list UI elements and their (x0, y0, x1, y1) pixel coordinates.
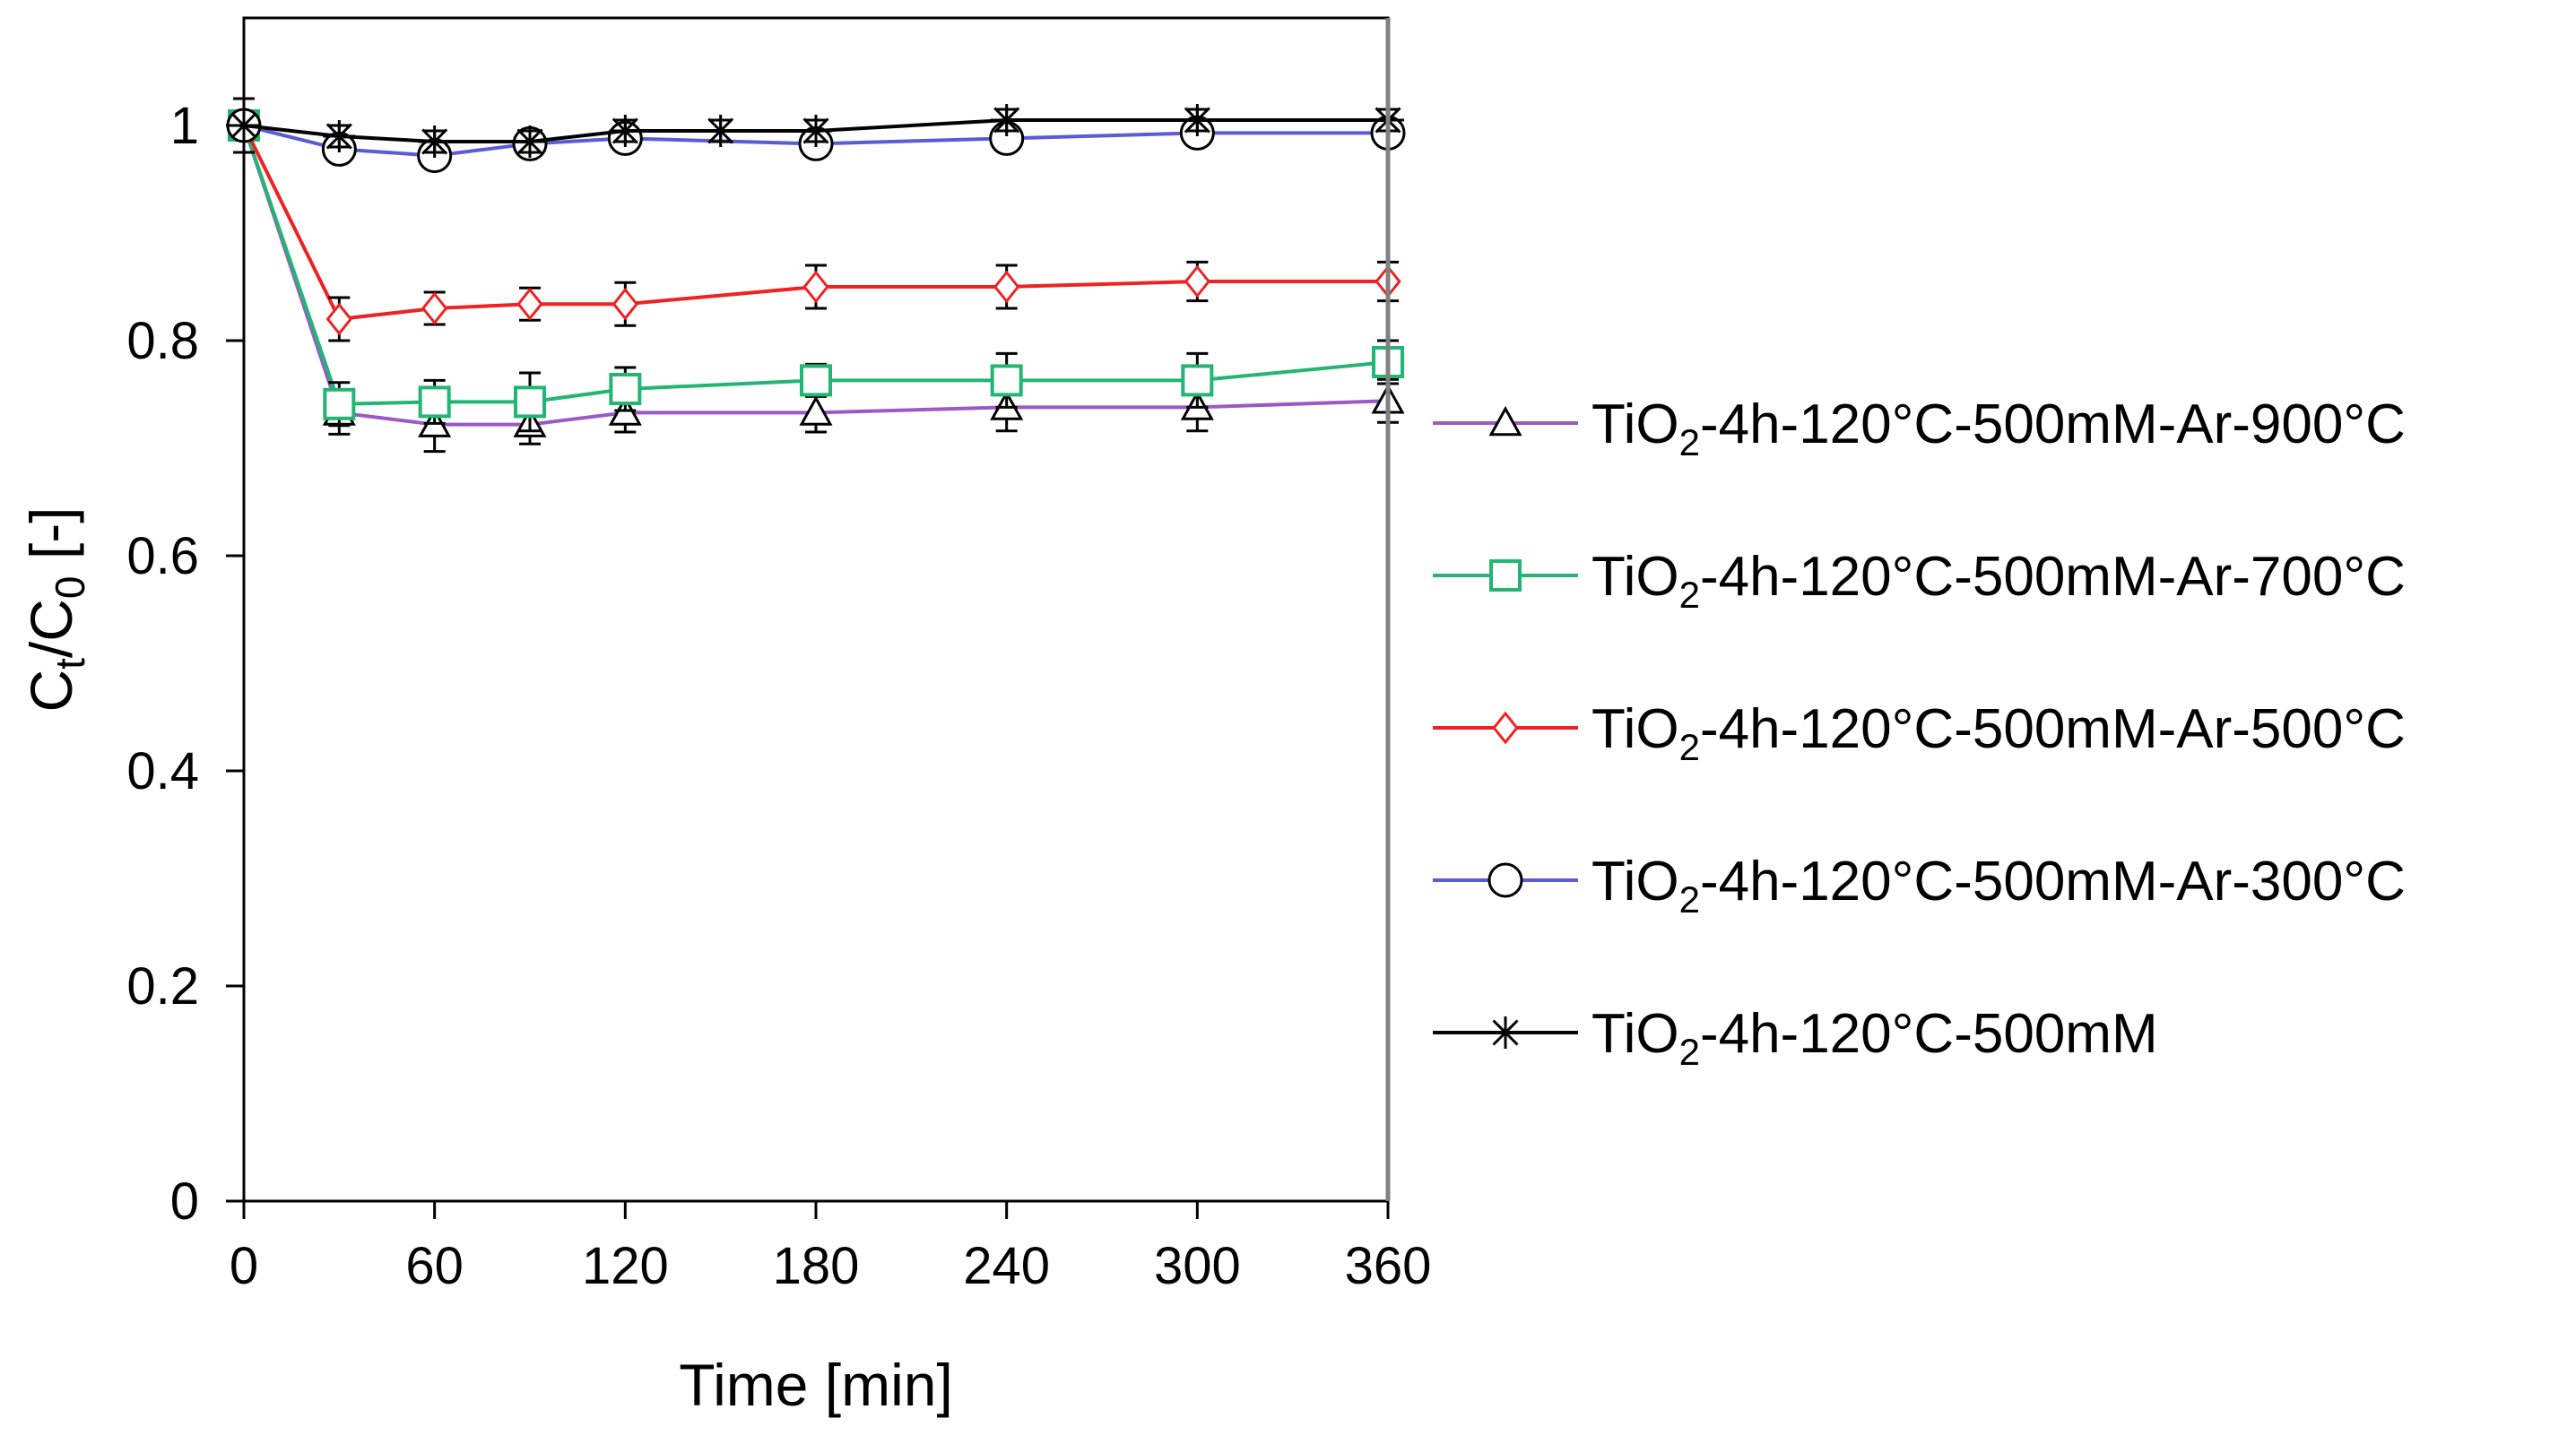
legend-item-diamond: TiO2-4h-120°C-500mM-Ar-500°C (1433, 698, 2406, 768)
star-stroke (325, 123, 352, 150)
legend-label-part: TiO (1592, 1003, 1679, 1065)
legend-label-part: TiO (1592, 546, 1679, 608)
y-tick-label: 0 (170, 1172, 199, 1231)
data-point (802, 270, 829, 304)
data-point (609, 115, 642, 147)
y-axis-title-part: /C (18, 599, 84, 658)
legend: TiO2-4h-120°C-500mM-Ar-900°CTiO2-4h-120°… (1433, 393, 2406, 1073)
legend-label-part: -4h-120°C-500mM-Ar-500°C (1700, 698, 2406, 760)
data-point (704, 115, 737, 147)
plot-frame (242, 16, 1390, 1203)
x-tick-label: 240 (963, 1237, 1050, 1295)
legend-item-star: TiO2-4h-120°C-500mM (1433, 1003, 2158, 1073)
y-tick-label: 1 (170, 97, 199, 155)
legend-label-part: TiO (1592, 851, 1679, 912)
star-stroke (993, 107, 1020, 134)
data-point (800, 364, 832, 397)
y-tick-label: 0.8 (126, 312, 199, 370)
y-axis-title-subscript: t (47, 658, 93, 670)
legend-label-part: TiO (1592, 393, 1679, 455)
legend-item-triangle: TiO2-4h-120°C-500mM-Ar-900°C (1433, 393, 2406, 463)
star-stroke (611, 117, 638, 144)
legend-label-part: -4h-120°C-500mM-Ar-700°C (1700, 546, 2406, 608)
data-point (323, 387, 356, 420)
y-tick-label: 0.2 (126, 957, 199, 1016)
legend-label: TiO2-4h-120°C-500mM-Ar-300°C (1592, 851, 2406, 921)
x-tick-label: 300 (1154, 1237, 1241, 1295)
x-axis-title: Time [min] (679, 1352, 953, 1418)
legend-label-part: -4h-120°C-500mM-Ar-300°C (1700, 851, 2406, 912)
data-point (323, 120, 356, 152)
legend-label: TiO2-4h-120°C-500mM (1592, 1003, 2158, 1073)
data-point (800, 115, 832, 147)
data-point (1181, 364, 1214, 397)
star-stroke (707, 117, 734, 144)
legend-label-subscript: 2 (1679, 878, 1700, 921)
axes: 0 60 120 180 240 300 360 0 0.2 0.4 0.6 0.8 1 Time [mi… (18, 16, 1432, 1418)
star-stroke (421, 128, 448, 155)
legend-label-part: -4h-120°C-500mM (1700, 1003, 2158, 1065)
legend-label-part: -4h-120°C-500mM-Ar-900°C (1700, 393, 2406, 455)
legend-marker (1489, 1016, 1522, 1049)
data-point (418, 125, 451, 158)
x-tick-label: 60 (405, 1237, 464, 1295)
legend-marker (1488, 405, 1522, 437)
data-point (514, 125, 546, 158)
x-tick-label: 180 (773, 1237, 860, 1295)
data-point (990, 104, 1023, 136)
x-tick-label: 360 (1345, 1237, 1432, 1295)
data-point (611, 287, 639, 321)
star-stroke (1492, 1019, 1519, 1046)
star-stroke (516, 128, 543, 155)
data-point (1181, 104, 1214, 136)
legend-label-subscript: 2 (1679, 574, 1700, 616)
star-stroke (1184, 107, 1210, 134)
x-tick-label: 0 (230, 1237, 258, 1295)
plot-area (226, 97, 1406, 454)
legend-label: TiO2-4h-120°C-500mM-Ar-700°C (1592, 546, 2406, 616)
data-point (609, 373, 642, 405)
legend-item-square: TiO2-4h-120°C-500mM-Ar-700°C (1433, 546, 2406, 616)
y-axis-title-subscript: 0 (47, 575, 93, 599)
data-point (421, 291, 448, 325)
legend-marker (1487, 862, 1523, 898)
y-tick-label: 0.6 (126, 527, 199, 585)
y-axis-title-part: C (18, 670, 84, 713)
legend-label-part: TiO (1592, 698, 1679, 760)
data-point (516, 287, 543, 321)
legend-label-subscript: 2 (1679, 726, 1700, 768)
data-point (993, 270, 1020, 304)
legend-marker (1492, 711, 1519, 745)
y-axis-title: Ct/C0 [-] (18, 506, 93, 712)
legend-marker (1489, 559, 1522, 592)
data-point (1184, 264, 1211, 298)
legend-item-circle: TiO2-4h-120°C-500mM-Ar-300°C (1433, 851, 2406, 921)
y-tick-label: 0.4 (126, 742, 199, 800)
star-stroke (802, 117, 829, 144)
data-point (418, 385, 451, 419)
legend-label-subscript: 2 (1679, 1031, 1700, 1073)
x-tick-label: 120 (582, 1237, 669, 1295)
series-line (243, 118, 1388, 143)
legend-label-subscript: 2 (1679, 421, 1700, 463)
data-point (514, 385, 546, 419)
legend-label: TiO2-4h-120°C-500mM-Ar-900°C (1592, 393, 2406, 463)
data-point (799, 395, 833, 426)
y-axis-title-part: [-] (18, 506, 84, 575)
data-point (990, 364, 1023, 397)
data-point (325, 302, 353, 336)
legend-label: TiO2-4h-120°C-500mM-Ar-500°C (1592, 698, 2406, 768)
